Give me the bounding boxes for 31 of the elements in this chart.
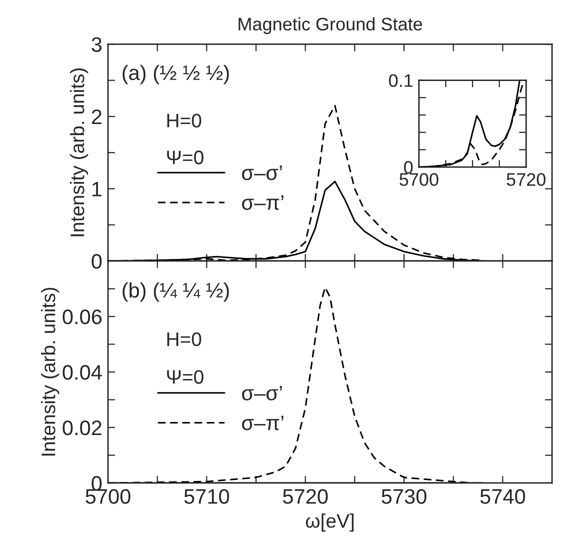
annotation: Ψ=0 [167, 370, 204, 384]
annotation: (b) (¼ ¼ ½) [122, 282, 229, 302]
y-tick-label: 0 [92, 254, 102, 269]
annotation: H=0 [167, 114, 202, 128]
y-tick-label: 1 [92, 182, 102, 196]
y-axis-title: Intensity (arb. units) [41, 288, 60, 456]
legend-label: σ–σ’ [242, 166, 282, 180]
x-axis-title: ω[eV] [306, 514, 354, 532]
y-tick-label: 0.02 [62, 420, 102, 436]
legend-label: σ–π’ [242, 416, 284, 430]
legend-label: σ–σ’ [242, 386, 282, 400]
y-tick-label: 0 [92, 476, 102, 491]
x-tick-label: 5720 [506, 173, 546, 186]
y-tick-label: 0.04 [62, 364, 102, 380]
y-axis-title: Intensity (arb. units) [70, 68, 88, 236]
annotation: (a) (½ ½ ½) [122, 64, 229, 84]
x-tick-label: 5700 [86, 489, 130, 504]
y-tick-label: 0.1 [389, 74, 413, 87]
x-tick-label: 5730 [382, 489, 426, 504]
x-tick-label: 5710 [184, 489, 230, 504]
y-tick-label: 3 [92, 37, 102, 52]
x-tick-label: 5720 [283, 489, 328, 504]
legend-label: σ–π’ [242, 195, 284, 210]
y-tick-label: 0 [404, 161, 413, 174]
y-tick-label: 0.06 [62, 309, 102, 324]
annotation: H=0 [167, 332, 202, 346]
x-tick-label: 5740 [480, 489, 526, 504]
y-tick-label: 2 [92, 109, 102, 124]
annotation: Ψ=0 [167, 150, 204, 164]
x-tick-label: 5700 [400, 173, 438, 186]
chart-title: Magnetic Ground State [238, 17, 422, 34]
